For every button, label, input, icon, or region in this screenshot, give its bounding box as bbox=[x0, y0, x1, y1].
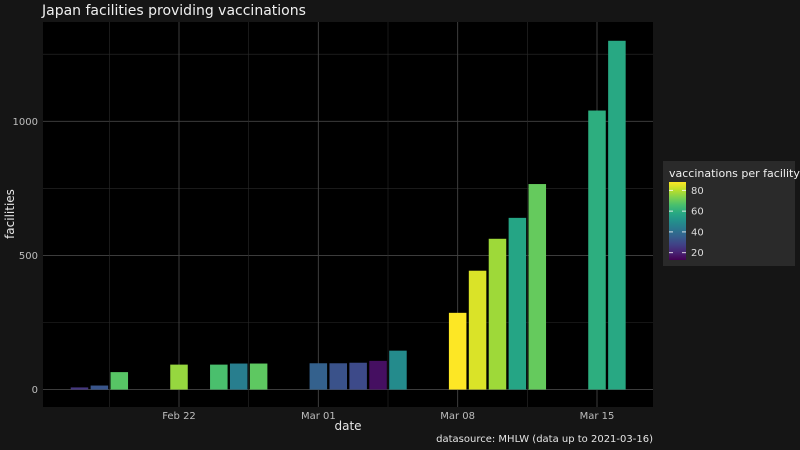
bar-2021-02-19 bbox=[110, 372, 129, 390]
bars bbox=[70, 40, 626, 390]
data-source-caption: datasource: MHLW (data up to 2021-03-16) bbox=[436, 434, 653, 445]
bar-2021-03-12 bbox=[528, 184, 547, 390]
x-tick-label: Mar 01 bbox=[301, 411, 336, 422]
bar-2021-02-26 bbox=[249, 363, 268, 390]
y-tick-label: 500 bbox=[19, 251, 38, 262]
bar-2021-02-22 bbox=[170, 364, 188, 390]
bar-2021-02-24 bbox=[210, 364, 228, 390]
plot-background bbox=[43, 22, 653, 407]
bar-2021-03-08 bbox=[448, 312, 467, 390]
bar-2021-02-25 bbox=[229, 363, 248, 390]
bar-2021-03-02 bbox=[329, 363, 347, 390]
legend-title: vaccinations per facility bbox=[669, 167, 800, 180]
bar-2021-03-03 bbox=[349, 362, 367, 390]
color-legend: vaccinations per facility 20 40 60 80 bbox=[663, 161, 800, 266]
bar-2021-02-17 bbox=[70, 387, 89, 390]
x-axis-title: date bbox=[334, 419, 361, 433]
x-tick-label: Mar 08 bbox=[440, 411, 475, 422]
legend-ticks: 20 40 60 80 bbox=[669, 186, 704, 259]
bar-2021-03-15 bbox=[588, 110, 606, 390]
bar-2021-03-01 bbox=[309, 363, 328, 390]
bar-2021-03-10 bbox=[488, 238, 507, 390]
x-tick-label: Mar 15 bbox=[580, 411, 615, 422]
legend-tick-label: 20 bbox=[691, 248, 704, 259]
legend-tick-label: 40 bbox=[691, 227, 704, 238]
bar-2021-02-18 bbox=[90, 385, 109, 390]
y-axis-title: facilities bbox=[3, 189, 17, 239]
bar-2021-03-09 bbox=[468, 270, 487, 390]
y-tick-label: 1000 bbox=[13, 117, 38, 128]
x-axis-ticks: Feb 22 Mar 01 Mar 08 Mar 15 bbox=[162, 411, 614, 422]
y-tick-label: 0 bbox=[32, 385, 38, 396]
bar-2021-03-11 bbox=[508, 217, 527, 390]
bar-2021-03-05 bbox=[389, 350, 407, 390]
chart-title: Japan facilities providing vaccinations bbox=[41, 3, 306, 19]
legend-tick-label: 80 bbox=[691, 186, 704, 197]
bar-2021-03-16 bbox=[608, 40, 626, 390]
legend-tick-label: 60 bbox=[691, 207, 704, 218]
y-axis-ticks: 0 500 1000 bbox=[13, 117, 38, 396]
x-tick-label: Feb 22 bbox=[162, 411, 196, 422]
legend-colorbar bbox=[669, 182, 686, 260]
bar-2021-03-04 bbox=[369, 360, 387, 390]
